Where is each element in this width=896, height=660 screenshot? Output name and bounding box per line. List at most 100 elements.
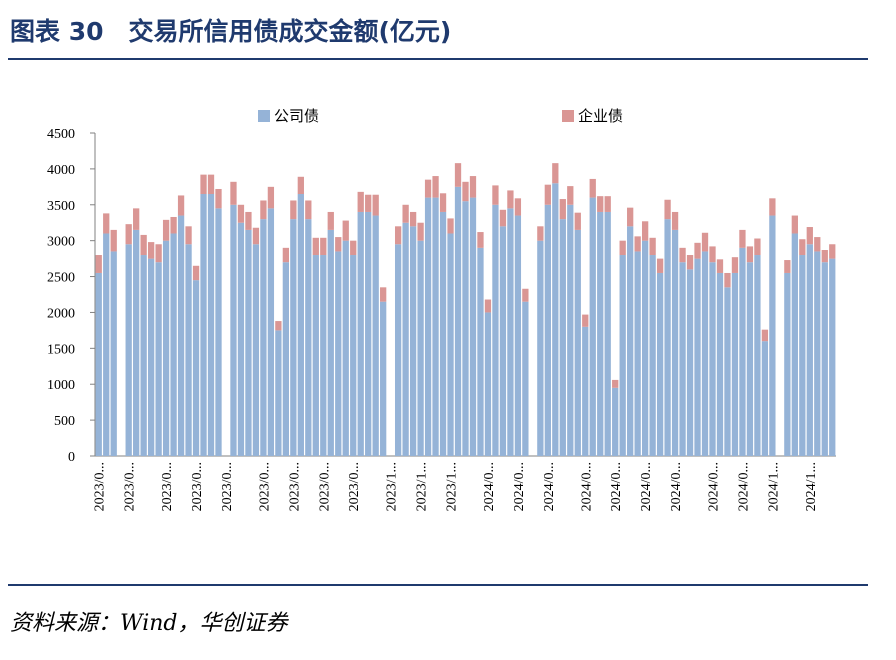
bar-segment xyxy=(305,200,312,220)
bar-segment xyxy=(125,224,132,245)
bar-segment xyxy=(627,207,634,227)
bar-segment xyxy=(290,219,297,456)
bar-segment xyxy=(806,244,813,456)
x-tick-label: 2023/0... xyxy=(287,462,302,511)
bar-segment xyxy=(724,272,731,288)
bar-segment xyxy=(612,379,619,388)
bar-segment xyxy=(522,288,529,302)
bar-segment xyxy=(701,251,709,456)
bar-segment xyxy=(784,260,791,273)
bar-segment xyxy=(260,219,267,456)
bar-segment xyxy=(95,272,102,456)
bar-segment xyxy=(537,240,544,456)
bar-segment xyxy=(380,287,387,302)
bar-segment xyxy=(215,188,222,209)
x-tick-label: 2024/0... xyxy=(736,462,751,511)
bar-segment xyxy=(110,251,117,456)
bar-segment xyxy=(686,269,694,456)
bar-segment xyxy=(754,255,761,456)
bar-segment xyxy=(342,220,349,241)
x-tick-label: 2024/0... xyxy=(669,462,684,511)
x-tick-label: 2023/0... xyxy=(317,462,332,511)
bar-segment xyxy=(95,255,102,273)
x-tick-label: 2024/0... xyxy=(482,462,497,511)
bar-segment xyxy=(192,280,200,456)
bar-segment xyxy=(290,200,297,220)
bar-segment xyxy=(312,255,319,456)
bar-segment xyxy=(716,272,724,456)
bar-segment xyxy=(477,247,484,456)
y-tick-label: 3500 xyxy=(47,199,75,214)
bar-segment xyxy=(320,237,327,256)
bar-segment xyxy=(619,255,626,456)
bar-segment xyxy=(477,232,484,248)
bar-segment xyxy=(679,247,686,263)
bar-segment xyxy=(612,387,619,456)
bar-segment xyxy=(282,262,290,456)
bar-segment xyxy=(499,226,507,456)
x-tick-label: 2023/0... xyxy=(347,462,362,511)
bar-segment xyxy=(394,226,402,245)
bar-segment xyxy=(716,259,724,273)
bar-segment xyxy=(177,215,185,456)
bar-segment xyxy=(327,211,334,230)
bar-segment xyxy=(275,321,282,331)
bar-segment xyxy=(821,262,828,456)
bar-segment xyxy=(350,240,357,256)
bar-segment xyxy=(709,262,716,456)
bar-segment xyxy=(125,244,132,456)
bar-segment xyxy=(731,272,739,456)
bar-segment xyxy=(357,211,364,456)
bar-segment xyxy=(207,174,215,195)
bar-segment xyxy=(372,194,379,216)
bar-segment xyxy=(619,240,626,256)
bar-segment xyxy=(559,219,566,456)
bar-segment xyxy=(492,204,499,456)
bar-segment xyxy=(627,226,634,456)
bar-segment xyxy=(200,174,207,195)
bar-segment xyxy=(177,195,185,216)
legend-swatch xyxy=(562,110,574,122)
bar-segment xyxy=(432,197,439,456)
bar-segment xyxy=(552,163,559,184)
bar-segment xyxy=(342,240,349,456)
bar-segment xyxy=(402,204,409,223)
bar-segment xyxy=(799,255,806,456)
x-tick-label: 2023/1... xyxy=(445,462,460,511)
bar-segment xyxy=(694,258,701,456)
bar-segment xyxy=(664,219,671,456)
bar-segment xyxy=(447,218,454,234)
bar-segment xyxy=(454,163,462,187)
bar-segment xyxy=(267,208,275,456)
bar-segment xyxy=(335,251,342,456)
bar-segment xyxy=(245,211,252,230)
bar-segment xyxy=(641,221,649,241)
bar-segment xyxy=(162,219,170,241)
bar-segment xyxy=(350,255,357,456)
bar-segment xyxy=(791,233,798,456)
bar-segment xyxy=(469,176,477,198)
bar-segment xyxy=(686,255,694,270)
bar-segment xyxy=(297,176,304,195)
x-tick-label: 2024/1... xyxy=(804,462,819,511)
bar-segment xyxy=(439,193,447,212)
bar-segment xyxy=(170,233,177,456)
bar-segment xyxy=(784,272,791,456)
bar-segment xyxy=(761,329,769,342)
x-tick-label: 2023/0... xyxy=(257,462,272,511)
bar-segment xyxy=(724,287,731,456)
y-tick-label: 4500 xyxy=(47,127,75,142)
bar-segment xyxy=(731,257,739,273)
bar-segment xyxy=(821,249,828,263)
bar-segment xyxy=(447,233,454,456)
x-tick-label: 2023/0... xyxy=(190,462,205,511)
bar-segment xyxy=(103,213,110,234)
bar-segment xyxy=(147,258,155,456)
bar-segment xyxy=(746,262,754,456)
bar-segment xyxy=(641,240,649,456)
bar-segment xyxy=(133,208,140,230)
bar-segment xyxy=(544,204,551,456)
bar-segment xyxy=(791,215,798,234)
bar-segment xyxy=(372,215,379,456)
bar-segment xyxy=(574,212,581,230)
